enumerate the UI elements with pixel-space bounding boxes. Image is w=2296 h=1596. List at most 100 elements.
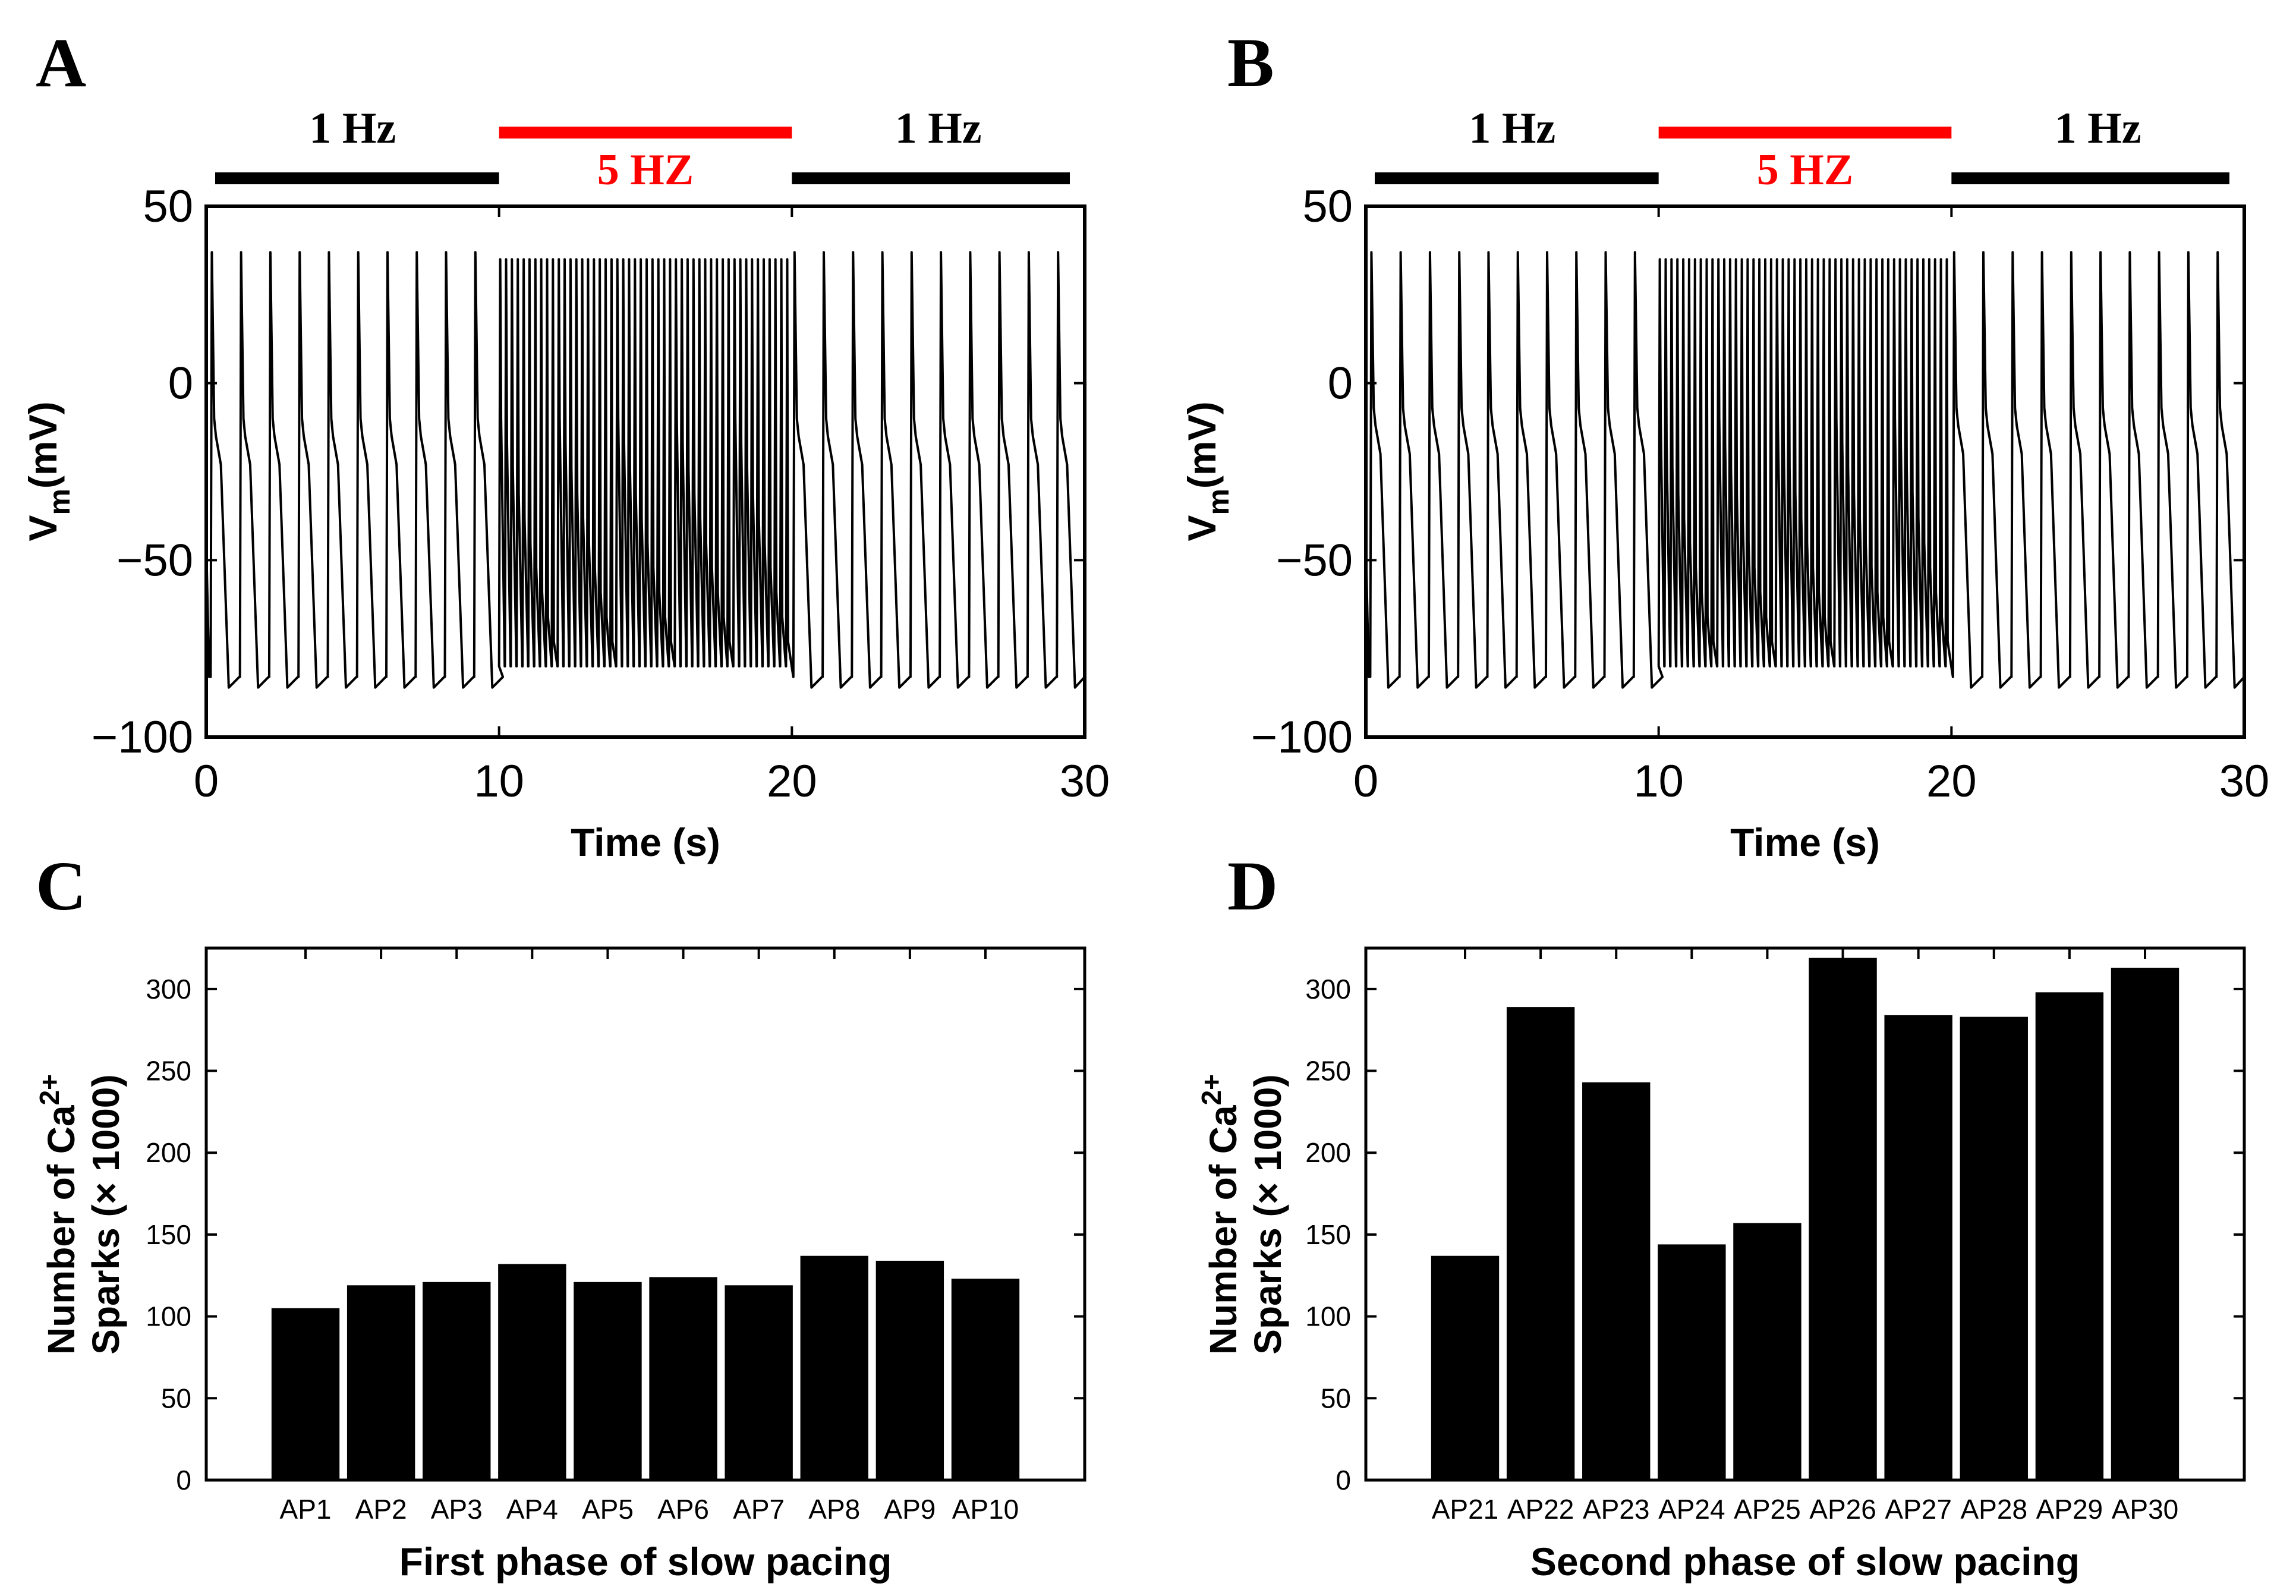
bar-ap1 (271, 1308, 340, 1480)
bar-ap24 (1658, 1244, 1726, 1480)
y-axis-label-symbol: V (1180, 515, 1224, 542)
y-tick-label: 250 (1305, 1056, 1351, 1087)
y-axis-label-unit: (mV) (1180, 401, 1224, 489)
bar-ap29 (2035, 992, 2104, 1480)
x-tick-label: AP4 (506, 1494, 558, 1525)
y-tick-label: 50 (1302, 181, 1353, 232)
pacing-label: 1 Hz (895, 104, 982, 153)
x-tick-label: 0 (1353, 756, 1378, 807)
bar-ap27 (1884, 1015, 1952, 1480)
axes-frame (204, 946, 1086, 1482)
vm-trace (1365, 251, 2245, 689)
y-tick-label: 0 (1336, 1465, 1351, 1496)
x-tick-label: AP10 (952, 1494, 1019, 1525)
x-tick-label: 20 (767, 756, 817, 807)
bar-ap30 (2111, 968, 2180, 1480)
y-axis-label-unit: (mV) (21, 401, 65, 489)
x-tick-label: AP27 (1885, 1494, 1952, 1525)
y-axis-label-text: Number of Ca (40, 1105, 83, 1355)
pacing-label: 5 HZ (1757, 146, 1853, 194)
panel-d: D AP21 AP22 AP23 AP24 AP25 AP26 AP27 AP28 AP29 AP3… (1196, 847, 2246, 1584)
y-axis-label: Vm(mV) (21, 401, 76, 541)
y-tick-label: 200 (1305, 1137, 1351, 1168)
y-tick-label: 100 (1305, 1301, 1351, 1332)
x-tick-label: AP1 (280, 1494, 332, 1525)
y-tick-label: 150 (1305, 1219, 1351, 1250)
axes-frame (204, 204, 1086, 739)
y-tick-label: 200 (146, 1137, 191, 1168)
bar-ap6 (649, 1277, 717, 1480)
y-tick-label: −50 (1276, 535, 1353, 585)
panel-letter: C (36, 847, 86, 925)
y-tick-label: −100 (92, 712, 193, 763)
bar-ap21 (1431, 1255, 1500, 1480)
y-tick-label: 50 (1321, 1383, 1351, 1414)
x-tick-label: AP28 (1961, 1494, 2028, 1525)
x-tick-label: AP7 (733, 1494, 785, 1525)
x-axis-label: Time (s) (1730, 820, 1880, 864)
bar-ap5 (574, 1282, 642, 1480)
bar-ap25 (1733, 1223, 1801, 1480)
y-tick-label: 300 (146, 974, 191, 1005)
x-tick-label: AP21 (1432, 1494, 1499, 1525)
y-axis-label-line1: Number of Ca2+ (34, 1074, 83, 1355)
panel-letter: A (36, 24, 86, 102)
bar-ap23 (1582, 1082, 1651, 1480)
x-tick-label: AP24 (1658, 1494, 1725, 1525)
x-tick-label: 20 (1926, 756, 1977, 807)
y-axis-label: Vm(mV) (1180, 401, 1235, 541)
bar-ap28 (1960, 1016, 2028, 1480)
y-tick-label: 50 (143, 181, 193, 232)
y-tick-label: 0 (176, 1465, 191, 1496)
y-tick-label: −100 (1251, 712, 1353, 763)
bar-ap9 (875, 1260, 944, 1480)
y-tick-label: 0 (1328, 358, 1353, 409)
y-tick-label: 150 (146, 1219, 191, 1250)
x-tick-label: 30 (1060, 756, 1110, 807)
y-tick-label: 250 (146, 1056, 191, 1087)
y-axis-label-symbol: V (21, 515, 65, 542)
panel-c: C AP1 AP2 AP3 AP4 AP5 AP6 AP7 AP8 AP9 AP10 0 50 100 15… (34, 847, 1086, 1584)
axes-frame (1364, 946, 2246, 1482)
bar-ap4 (498, 1264, 566, 1480)
y-tick-label: 100 (146, 1301, 191, 1332)
x-tick-label: AP26 (1809, 1494, 1876, 1525)
bar-ap10 (951, 1279, 1020, 1480)
y-tick-label: 0 (168, 358, 193, 409)
pacing-label: 5 HZ (597, 146, 694, 194)
bar-ap2 (347, 1285, 415, 1480)
bar-ap26 (1809, 958, 1877, 1480)
panel-letter: B (1227, 24, 1274, 102)
y-tick-label: 300 (1305, 974, 1351, 1005)
x-axis-label: Second phase of slow pacing (1530, 1540, 2080, 1584)
pacing-label: 1 Hz (2055, 104, 2141, 153)
y-axis-label-line2: Sparks (× 1000) (1246, 1074, 1289, 1354)
y-axis-label-superscript: 2+ (34, 1074, 65, 1105)
x-tick-label: AP9 (884, 1494, 936, 1525)
x-tick-label: 0 (194, 756, 219, 807)
y-tick-label: 50 (161, 1383, 191, 1414)
y-axis-label-superscript: 2+ (1196, 1074, 1227, 1105)
pacing-label: 1 Hz (1469, 104, 1555, 153)
x-axis-label: First phase of slow pacing (399, 1540, 892, 1584)
x-tick-label: AP29 (2036, 1494, 2103, 1525)
y-axis-label-subscript: m (43, 489, 76, 515)
x-tick-label: 10 (1633, 756, 1684, 807)
x-tick-label: AP25 (1734, 1494, 1801, 1525)
x-tick-label: AP3 (431, 1494, 483, 1525)
pacing-label: 1 Hz (309, 104, 396, 153)
y-axis-label-subscript: m (1202, 489, 1235, 515)
x-tick-label: 30 (2219, 756, 2270, 807)
x-tick-label: 10 (474, 756, 524, 807)
bar-ap3 (423, 1282, 491, 1480)
panel-b: B 1 Hz 5 HZ 1 Hz 0 10 20 30 50 0 −50 −100 Time (s) Vm… (1180, 24, 2269, 864)
x-tick-label: AP8 (808, 1494, 860, 1525)
axes-frame (1364, 204, 2246, 739)
bar-ap22 (1506, 1007, 1575, 1480)
x-tick-label: AP5 (582, 1494, 634, 1525)
x-tick-label: AP23 (1583, 1494, 1650, 1525)
bar-ap7 (725, 1285, 793, 1480)
x-tick-label: AP6 (657, 1494, 709, 1525)
x-axis-label: Time (s) (571, 820, 720, 864)
